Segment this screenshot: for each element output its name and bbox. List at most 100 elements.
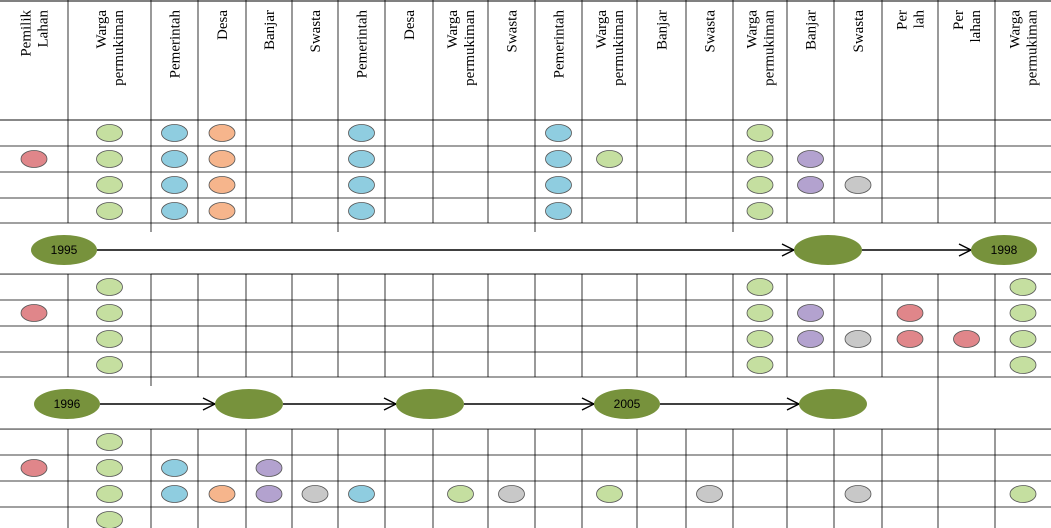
column-header-label: lah	[912, 10, 928, 29]
column-header: Pemerintah	[355, 10, 371, 79]
column-header-label: Warga	[94, 10, 110, 49]
timeline-node	[799, 389, 867, 419]
timeline-node	[794, 235, 862, 265]
timeline-node	[34, 389, 100, 419]
timeline-year-label: 1995	[51, 243, 78, 257]
timeline-band	[0, 223, 1051, 274]
column-header-label: Warga	[1008, 10, 1024, 49]
actor-dot-warga	[746, 124, 774, 142]
actor-dot-warga	[746, 330, 774, 348]
actor-dot-warga	[1009, 278, 1037, 296]
actor-dot-swasta	[498, 485, 525, 503]
actor-dot-pemerintah	[545, 124, 572, 142]
timeline-2: 1996 2005	[34, 389, 867, 419]
column-header-label: Warga	[594, 10, 610, 49]
actor-dot-desa	[208, 176, 236, 194]
actor-dot-pemilik-lahan	[20, 459, 48, 477]
actor-dot-pemilik-lahan	[896, 304, 924, 322]
column-header: Desa	[215, 10, 231, 40]
actor-dot-pemerintah	[161, 202, 188, 220]
column-header-label: Pemerintah	[552, 10, 568, 79]
actor-dot-pemerintah	[545, 150, 572, 168]
column-header: Warga permukiman	[94, 10, 127, 86]
column-header: Per lah	[895, 10, 928, 30]
column-header-label: Swasta	[703, 10, 719, 53]
actor-dot-warga	[746, 202, 774, 220]
column-header-label: Banjar	[804, 10, 820, 50]
timeline-node	[396, 389, 464, 419]
column-header-label: Swasta	[505, 10, 521, 53]
column-header: Banjar	[655, 10, 671, 50]
actor-dot-warga	[1009, 330, 1037, 348]
actor-dot-banjar	[255, 459, 283, 477]
column-header-label: Pemilik	[19, 10, 35, 57]
timeline-year-label: 1996	[54, 397, 81, 411]
actor-dot-warga	[96, 433, 123, 451]
actor-dot-warga	[746, 304, 774, 322]
actor-dot-warga	[447, 485, 474, 503]
actor-dot-warga	[96, 356, 123, 374]
column-header-label: Desa	[215, 10, 231, 40]
actor-dot-warga	[96, 485, 123, 503]
column-header-label: Banjar	[655, 10, 671, 50]
timeline-node	[31, 235, 97, 265]
column-header-label: Banjar	[262, 10, 278, 50]
column-header: Warga permukiman	[445, 10, 478, 86]
actor-dot-pemerintah	[348, 485, 375, 503]
actor-dot-pemilik-lahan	[896, 330, 924, 348]
actor-dot-banjar	[797, 330, 824, 348]
actor-dot-banjar	[255, 485, 283, 503]
column-header: Banjar	[804, 10, 820, 50]
actor-dot-pemerintah	[545, 202, 572, 220]
actor-dot-pemilik-lahan	[20, 150, 48, 168]
actor-dot-pemerintah	[348, 150, 375, 168]
column-header-label: Lahan	[36, 10, 52, 48]
actor-dot-pemerintah	[348, 202, 375, 220]
column-header-label: Swasta	[851, 10, 867, 53]
actor-dot-banjar	[797, 150, 824, 168]
actor-dot-pemerintah	[161, 124, 188, 142]
actor-dot-swasta	[844, 485, 872, 503]
column-header: Warga permukiman	[745, 10, 778, 86]
column-header: Swasta	[505, 10, 521, 53]
column-header-label: Per	[895, 10, 911, 30]
actor-dot-pemerintah	[348, 176, 375, 194]
column-header-label: permukiman	[111, 10, 127, 86]
timeline-node	[215, 389, 283, 419]
actor-dot-pemerintah	[348, 124, 375, 142]
timeline-year-label: 1998	[991, 243, 1018, 257]
column-header-label: Desa	[402, 10, 418, 40]
actor-dot-warga	[746, 176, 774, 194]
column-header-label: permukiman	[611, 10, 627, 86]
actor-dot-warga	[1009, 356, 1037, 374]
actor-dot-banjar	[797, 176, 824, 194]
column-header: Pemerintah	[168, 10, 184, 79]
actor-dot-warga	[1009, 304, 1037, 322]
actor-dot-warga	[96, 124, 123, 142]
actor-dot-warga	[96, 150, 123, 168]
column-header-label: Pemerintah	[168, 10, 184, 79]
actor-dot-swasta	[301, 485, 329, 503]
actor-dot-desa	[208, 202, 236, 220]
actor-dot-warga	[96, 304, 123, 322]
actor-dot-warga	[596, 485, 623, 503]
column-header: Pemerintah	[552, 10, 568, 79]
actor-dot-pemilik-lahan	[20, 304, 48, 322]
actor-dot-warga	[96, 511, 123, 528]
column-header-label: permukiman	[1025, 10, 1041, 86]
column-header: Swasta	[703, 10, 719, 53]
timeline-node	[594, 389, 660, 419]
actor-dot-desa	[208, 485, 236, 503]
actor-dot-warga	[96, 330, 123, 348]
column-header-label: Per	[951, 10, 967, 30]
actor-dot-warga	[746, 278, 774, 296]
column-header: Swasta	[851, 10, 867, 53]
actor-dot-warga	[596, 150, 623, 168]
actor-dot-pemerintah	[161, 150, 188, 168]
actor-dot-warga	[96, 278, 123, 296]
column-header: Warga permukiman	[594, 10, 627, 86]
column-header-label: permukiman	[762, 10, 778, 86]
actor-dot-pemerintah	[161, 459, 188, 477]
column-header-label: Warga	[745, 10, 761, 49]
